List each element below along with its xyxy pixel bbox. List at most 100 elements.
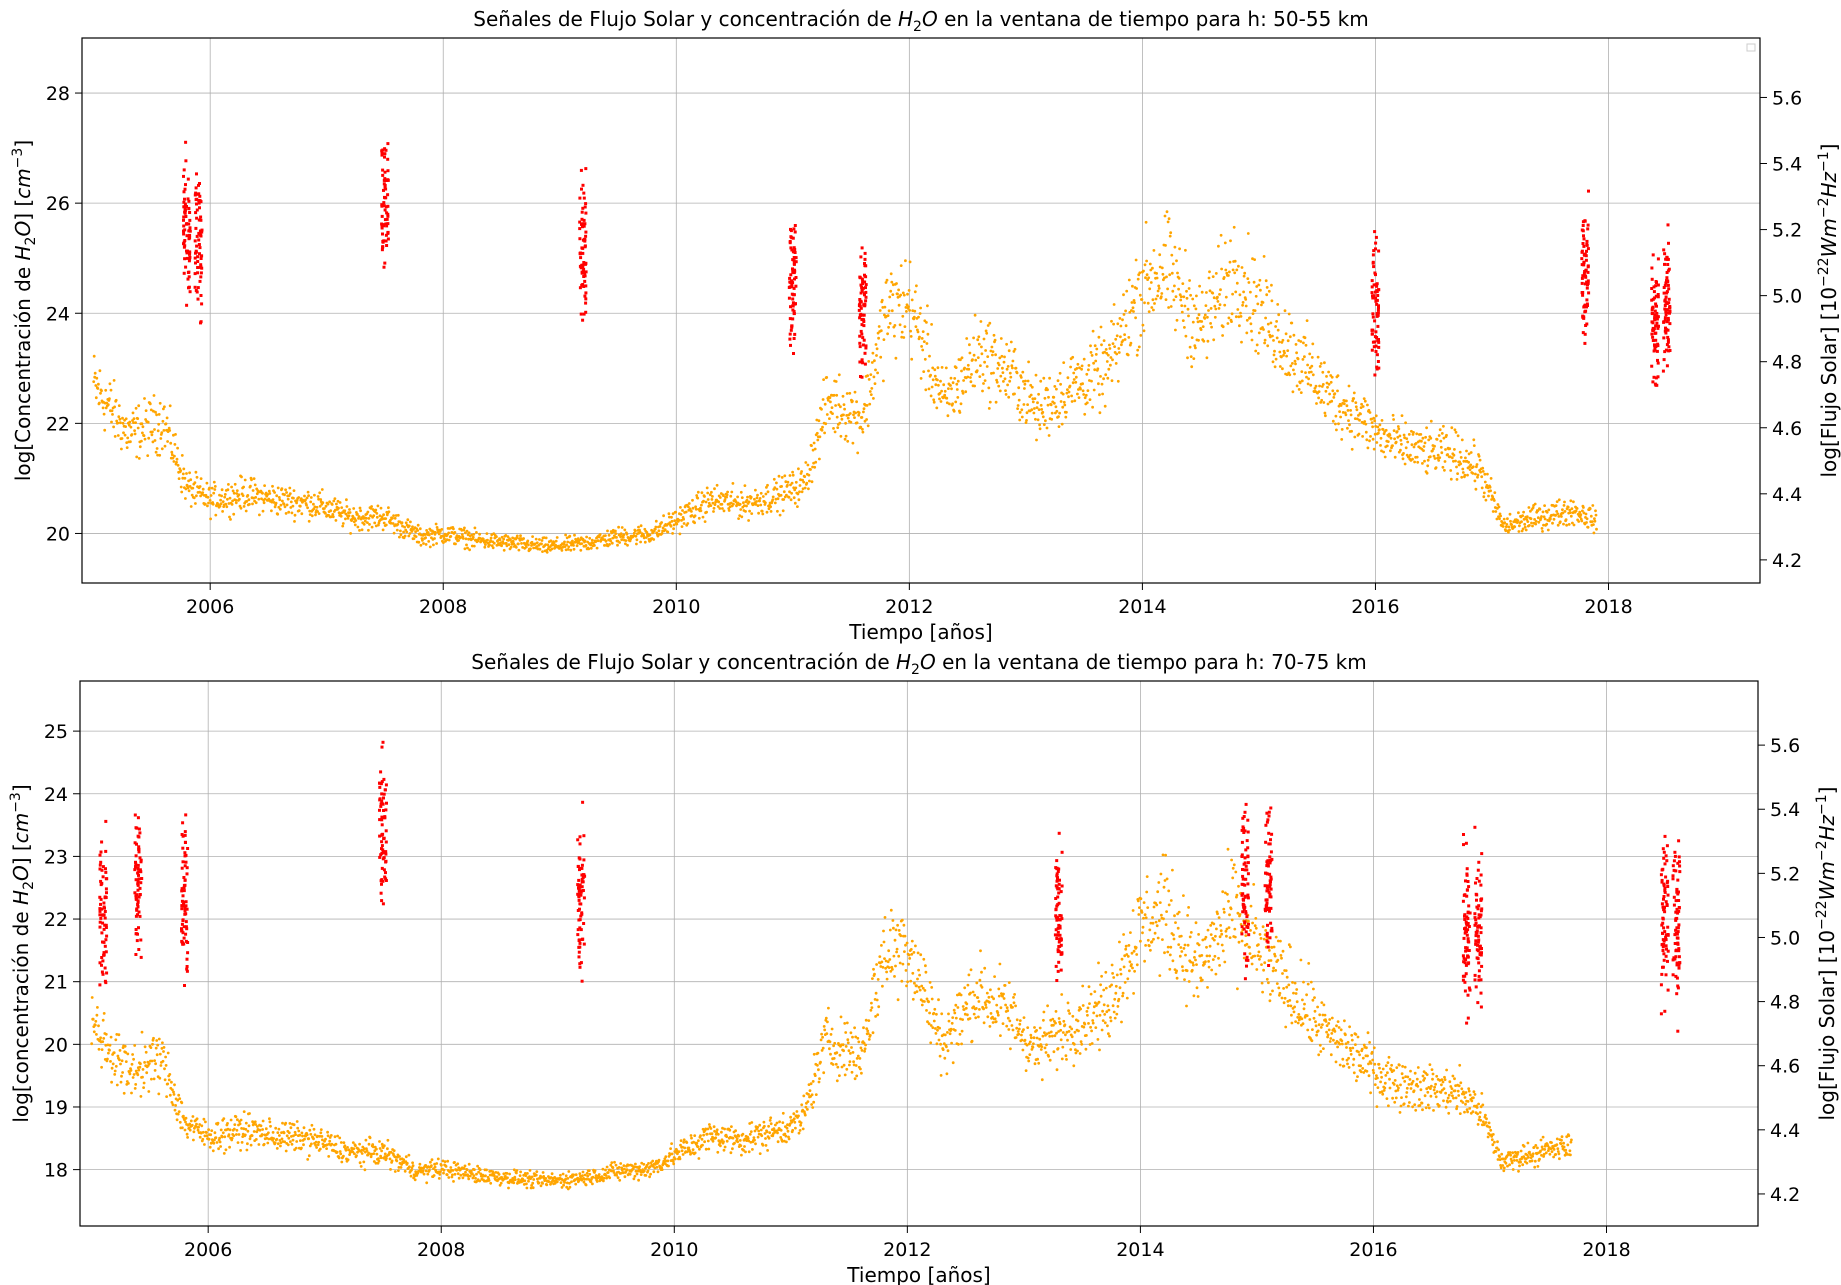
h2o-point [1666, 335, 1670, 339]
solar-flux-point [427, 533, 431, 537]
solar-flux-point [1115, 334, 1119, 338]
solar-flux-point [140, 439, 143, 443]
solar-flux-point [152, 1036, 155, 1040]
solar-flux-point [737, 1134, 741, 1138]
solar-flux-point [1110, 319, 1113, 323]
h2o-point [859, 255, 863, 259]
solar-flux-point [121, 1071, 124, 1074]
solar-flux-point [1272, 353, 1276, 357]
solar-flux-point [414, 530, 417, 534]
solar-flux-point [898, 323, 902, 327]
solar-flux-point [258, 1128, 262, 1132]
solar-flux-point [374, 1161, 378, 1165]
h2o-point [193, 239, 197, 243]
solar-flux-point [619, 532, 623, 536]
solar-flux-point [1504, 529, 1508, 533]
solar-flux-point [476, 1164, 479, 1168]
solar-flux-point [1443, 468, 1446, 472]
solar-flux-point [965, 337, 969, 340]
solar-flux-point [1332, 396, 1336, 399]
solar-flux-point [174, 433, 177, 436]
solar-flux-point [890, 280, 894, 284]
h2o-point [1374, 344, 1378, 348]
solar-flux-point [891, 293, 895, 296]
h2o-point [182, 174, 185, 178]
solar-flux-point [378, 1147, 382, 1150]
h2o-point [1376, 294, 1380, 297]
solar-flux-point [549, 1176, 553, 1179]
solar-flux-point [133, 432, 137, 436]
solar-flux-point [613, 1160, 616, 1164]
solar-flux-point [189, 505, 193, 508]
solar-flux-point [235, 1128, 239, 1132]
solar-flux-point [1024, 421, 1028, 424]
solar-flux-point [386, 1147, 389, 1151]
h2o-point [584, 202, 588, 206]
solar-flux-point [512, 1181, 516, 1185]
solar-flux-point [1011, 366, 1014, 370]
solar-flux-point [961, 389, 964, 393]
solar-flux-point [1331, 389, 1335, 393]
solar-flux-point [615, 1173, 618, 1177]
solar-flux-point [173, 1083, 176, 1087]
h2o-point [581, 251, 585, 255]
solar-flux-point [908, 260, 912, 264]
solar-flux-point [1454, 430, 1458, 434]
h2o-point [1376, 308, 1380, 312]
solar-flux-point [759, 1128, 763, 1132]
solar-flux-point [943, 393, 947, 397]
solar-flux-point [589, 546, 593, 550]
solar-flux-point [1459, 456, 1463, 459]
solar-flux-point [219, 1128, 223, 1132]
solar-flux-point [584, 1183, 588, 1187]
solar-flux-point [699, 509, 703, 513]
solar-flux-point [131, 411, 135, 415]
solar-flux-point [1096, 367, 1100, 371]
solar-flux-point [380, 1149, 383, 1153]
h2o-point [200, 230, 204, 234]
solar-flux-point [157, 1092, 161, 1096]
solar-flux-point [1297, 339, 1301, 342]
h2o-point [1582, 272, 1586, 276]
h2o-point [1664, 348, 1668, 352]
h2o-point [584, 230, 588, 234]
solar-flux-point [759, 503, 763, 507]
solar-flux-point [200, 1124, 204, 1128]
solar-flux-point [1561, 508, 1564, 511]
solar-flux-point [1345, 399, 1348, 403]
solar-flux-point [237, 493, 241, 497]
solar-flux-point [102, 412, 106, 416]
h2o-point [1581, 224, 1585, 227]
solar-flux-point [236, 1118, 239, 1122]
solar-flux-point [429, 1160, 432, 1164]
solar-flux-point [1453, 448, 1456, 451]
solar-flux-point [677, 518, 681, 522]
solar-flux-point [303, 494, 306, 498]
h2o-point [788, 241, 792, 245]
solar-flux-point [1100, 382, 1104, 386]
solar-flux-point [276, 512, 280, 516]
solar-flux-point [606, 1171, 610, 1174]
solar-flux-point [142, 434, 146, 437]
solar-flux-point [502, 548, 506, 552]
solar-flux-point [634, 534, 638, 538]
solar-flux-point [721, 1126, 724, 1130]
solar-flux-point [565, 1181, 569, 1185]
solar-flux-point [851, 441, 855, 445]
solar-flux-point [1369, 435, 1372, 438]
solar-flux-point [764, 1137, 767, 1140]
solar-flux-point [473, 1168, 476, 1171]
solar-flux-point [240, 1141, 244, 1144]
solar-flux-point [1364, 430, 1368, 434]
solar-flux-point [946, 414, 950, 418]
solar-flux-point [1244, 304, 1248, 308]
solar-flux-point [461, 1176, 465, 1180]
solar-flux-point [684, 510, 688, 514]
solar-flux-point [1428, 455, 1432, 459]
solar-flux-point [1392, 429, 1396, 432]
solar-flux-point [823, 431, 826, 435]
solar-flux-point [652, 538, 656, 541]
solar-flux-point [228, 515, 231, 519]
h2o-point [186, 197, 190, 201]
solar-flux-point [1429, 419, 1433, 423]
